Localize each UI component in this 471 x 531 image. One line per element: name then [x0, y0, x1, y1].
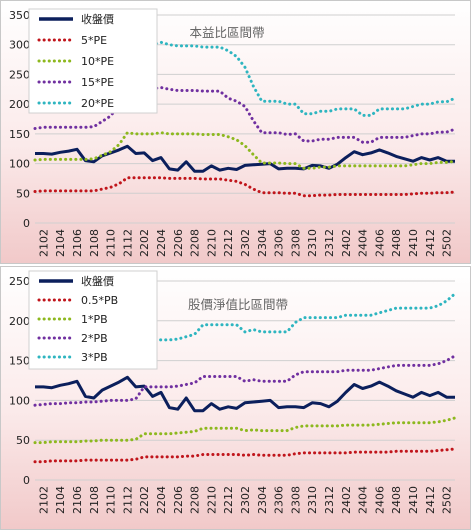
chart0-xtick-label: 2502 — [441, 229, 454, 257]
chart0-legend-label: 5*PE — [81, 34, 107, 47]
chart0-xtick-label: 2408 — [390, 229, 403, 257]
chart1-xtick-label: 2502 — [441, 486, 454, 514]
chart0-xtick-label: 2206 — [172, 229, 185, 257]
chart0-ytick-label: 300 — [9, 39, 30, 52]
chart0-xtick-label: 2104 — [54, 229, 67, 257]
chart1-xtick-label: 2310 — [306, 486, 319, 514]
chart1-xtick-label: 2202 — [138, 486, 151, 514]
chart0-xtick-label: 2406 — [373, 229, 386, 257]
chart1-legend-label: 3*PB — [81, 351, 108, 364]
chart1-ytick-label: 50 — [16, 434, 30, 447]
chart1-xtick-label: 2104 — [54, 486, 67, 514]
chart1-series-line-0 — [35, 375, 455, 413]
chart0-xtick-label: 2202 — [138, 229, 151, 257]
chart0-ytick-label: 350 — [9, 9, 30, 22]
chart0-xtick-label: 2112 — [121, 229, 134, 257]
chart1-legend-label: 1*PB — [81, 313, 108, 326]
chart1-legend-label: 2*PB — [81, 332, 108, 345]
chart0-xtick-label: 2210 — [205, 229, 218, 257]
chart1-xtick-label: 2210 — [205, 486, 218, 514]
chart0-ytick-label: 50 — [16, 187, 30, 200]
chart1-xtick-label: 2106 — [71, 486, 84, 514]
chart0-xtick-label: 2404 — [357, 229, 370, 257]
chart1-xtick-label: 2302 — [239, 486, 252, 514]
chart0-xtick-label: 2306 — [273, 229, 286, 257]
chart1-title: 股價淨值比區間帶 — [188, 297, 288, 312]
chart0-xtick-label: 2302 — [239, 229, 252, 257]
chart0-xtick-label: 2410 — [407, 229, 420, 257]
chart1-xtick-label: 2406 — [373, 486, 386, 514]
chart0-xtick-label: 2412 — [424, 229, 437, 257]
chart1-xtick-label: 2110 — [105, 486, 118, 514]
chart1-ytick-label: 200 — [9, 315, 30, 328]
chart1-ytick-label: 150 — [9, 355, 30, 368]
pb-band-chart: 0 50 100 150 200 250 2102 2104 2106 2108 2110 2112 2… — [9, 270, 457, 514]
chart0-xtick-label: 2402 — [340, 229, 353, 257]
chart0-xtick-label: 2310 — [306, 229, 319, 257]
chart1-xtick-label: 2208 — [189, 486, 202, 514]
chart1-series-line-1 — [33, 447, 457, 464]
chart0-ytick-label: 200 — [9, 98, 30, 111]
chart1-xtick-label: 2102 — [37, 486, 50, 514]
chart1-legend-label: 收盤價 — [81, 274, 114, 288]
chart1-ytick-label: 100 — [9, 394, 30, 407]
chart1-xtick-label: 2312 — [323, 486, 336, 514]
chart0-xtick-label: 2102 — [37, 229, 50, 257]
chart1-xtick-label: 2408 — [390, 486, 403, 514]
chart0-series-line-2 — [33, 131, 457, 170]
chart0-series-line-0 — [35, 144, 455, 173]
chart0-title: 本益比區間帶 — [189, 25, 264, 40]
chart1-xtick-label: 2206 — [172, 486, 185, 514]
chart0-xtick-label: 2304 — [256, 229, 269, 257]
chart1-series-line-2 — [33, 416, 457, 445]
chart1-series-line-3 — [33, 354, 457, 407]
chart1-xtick-label: 2404 — [357, 486, 370, 514]
chart1-xtick-label: 2112 — [121, 486, 134, 514]
chart0-xtick-label: 2208 — [189, 229, 202, 257]
chart0-series-line-3 — [33, 85, 457, 144]
chart0-xtick-label: 2108 — [88, 229, 101, 257]
chart0-ytick-label: 100 — [9, 158, 30, 171]
chart0-series-line-1 — [33, 176, 457, 198]
chart1-ytick-label: 0 — [23, 474, 30, 487]
chart0-legend-label: 20*PE — [81, 97, 114, 110]
chart1-xtick-label: 2308 — [289, 486, 302, 514]
chart1-xtick-label: 2212 — [222, 486, 235, 514]
chart1-legend-label: 0.5*PB — [81, 294, 118, 307]
chart0-xtick-label: 2204 — [155, 229, 168, 257]
chart0-series-line-4 — [33, 40, 457, 117]
chart0-xtick-label: 2106 — [71, 229, 84, 257]
pe-band-chart: 0 50 100 150 200 250 300 350 2102 2104 2106 2108 211… — [9, 8, 457, 257]
chart1-xtick-label: 2108 — [88, 486, 101, 514]
chart1-xtick-label: 2306 — [273, 486, 286, 514]
chart1-ytick-label: 250 — [9, 275, 30, 288]
pb-band-chart-panel: 0 50 100 150 200 250 2102 2104 2106 2108 2110 2112 2… — [0, 266, 471, 530]
chart0-xtick-label: 2308 — [289, 229, 302, 257]
chart0-xtick-label: 2312 — [323, 229, 336, 257]
chart0-ytick-label: 0 — [23, 217, 30, 230]
chart0-ytick-label: 250 — [9, 68, 30, 81]
chart1-xtick-label: 2402 — [340, 486, 353, 514]
chart1-xtick-label: 2304 — [256, 486, 269, 514]
chart0-legend-label: 收盤價 — [81, 12, 114, 26]
chart0-ytick-label: 150 — [9, 128, 30, 141]
chart0-xtick-label: 2212 — [222, 229, 235, 257]
chart1-xtick-label: 2410 — [407, 486, 420, 514]
pe-band-chart-panel: 0 50 100 150 200 250 300 350 2102 2104 2106 2108 211… — [0, 0, 471, 264]
chart0-xtick-label: 2110 — [105, 229, 118, 257]
chart1-xtick-label: 2412 — [424, 486, 437, 514]
chart1-xtick-label: 2204 — [155, 486, 168, 514]
chart0-legend-label: 10*PE — [81, 55, 114, 68]
chart0-legend-label: 15*PE — [81, 76, 114, 89]
